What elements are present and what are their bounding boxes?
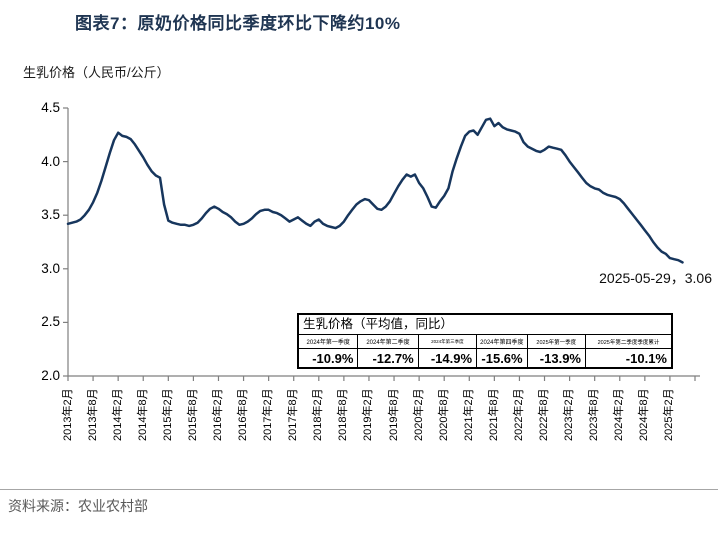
quarter-header: 2025年第二季度季度累计 [585,335,671,349]
summary-table-value-row: -10.9% -12.7% -14.9% -15.6% -13.9% -10.1… [299,349,671,367]
y-axis-label: 2.5 [41,314,60,330]
x-axis-label: 2024年2月 [613,388,626,441]
quarter-header: 2024年第四季度 [476,335,527,349]
source-note: 资料来源：农业农村部 [8,498,148,514]
x-axis-label: 2019年8月 [387,388,400,441]
x-axis-label: 2018年8月 [337,388,350,441]
quarter-header: 2024年第三季度 [417,335,477,349]
quarter-header: 2025年第一季度 [526,335,585,349]
yoy-value: -14.9% [417,349,476,367]
x-axis-label: 2025年2月 [663,388,676,441]
yoy-value: -13.9% [526,349,585,367]
y-axis-label: 2.0 [41,368,60,383]
x-axis-label: 2023年8月 [588,388,601,441]
y-axis-label: 3.0 [41,260,60,276]
x-axis-label: 2017年8月 [287,388,300,441]
price-line-series [66,117,684,264]
y-axis-label: 3.5 [41,207,60,223]
yoy-value: -10.1% [585,349,671,367]
x-axis-label: 2019年2月 [362,388,375,441]
x-axis-label: 2022年8月 [538,388,551,441]
yoy-value: -12.7% [357,349,417,367]
y-axis-title: 生乳价格（人民币/公斤） [23,65,170,80]
x-axis-label: 2020年2月 [412,388,425,441]
x-axis-label: 2015年8月 [186,388,199,441]
yoy-value: -10.9% [312,350,354,366]
page-title: 图表7：原奶价格同比季度环比下降约10% [75,14,401,33]
last-point-annotation: 2025-05-29，3.06 [599,270,712,286]
x-axis-label: 2013年2月 [61,388,74,441]
y-axis-label: 4.0 [41,153,60,169]
yoy-value: -15.6% [476,349,527,367]
x-axis-label: 2023年2月 [563,388,576,441]
quarter-header: 2024年第一季度 [299,335,358,349]
x-axis-label: 2021年2月 [462,388,475,441]
x-axis-label: 2016年8月 [237,388,250,441]
x-axis-label: 2014年2月 [111,388,124,441]
summary-table-title: 生乳价格（平均值，同比） [299,315,671,335]
x-axis-label: 2013年8月 [86,388,99,441]
x-axis-label: 2014年8月 [136,388,149,441]
x-axis-label: 2016年2月 [211,388,224,441]
quarter-header: 2024年第二季度 [357,335,418,349]
x-axis-label: 2021年8月 [487,388,500,441]
x-axis-label: 2022年2月 [512,388,525,441]
x-axis-label: 2020年8月 [437,388,450,441]
x-axis-label: 2017年2月 [262,388,275,441]
y-axis-label: 4.5 [41,100,60,115]
summary-table-header-row: 2024年第一季度 2024年第二季度 2024年第三季度 2024年第四季度 … [299,335,671,349]
x-axis-label: 2024年8月 [638,388,651,441]
x-axis-label: 2015年2月 [161,388,174,441]
summary-table: 生乳价格（平均值，同比） 2024年第一季度 2024年第二季度 2024年第三… [297,313,673,369]
footer-divider [0,489,718,490]
x-axis-label: 2018年2月 [312,388,325,441]
